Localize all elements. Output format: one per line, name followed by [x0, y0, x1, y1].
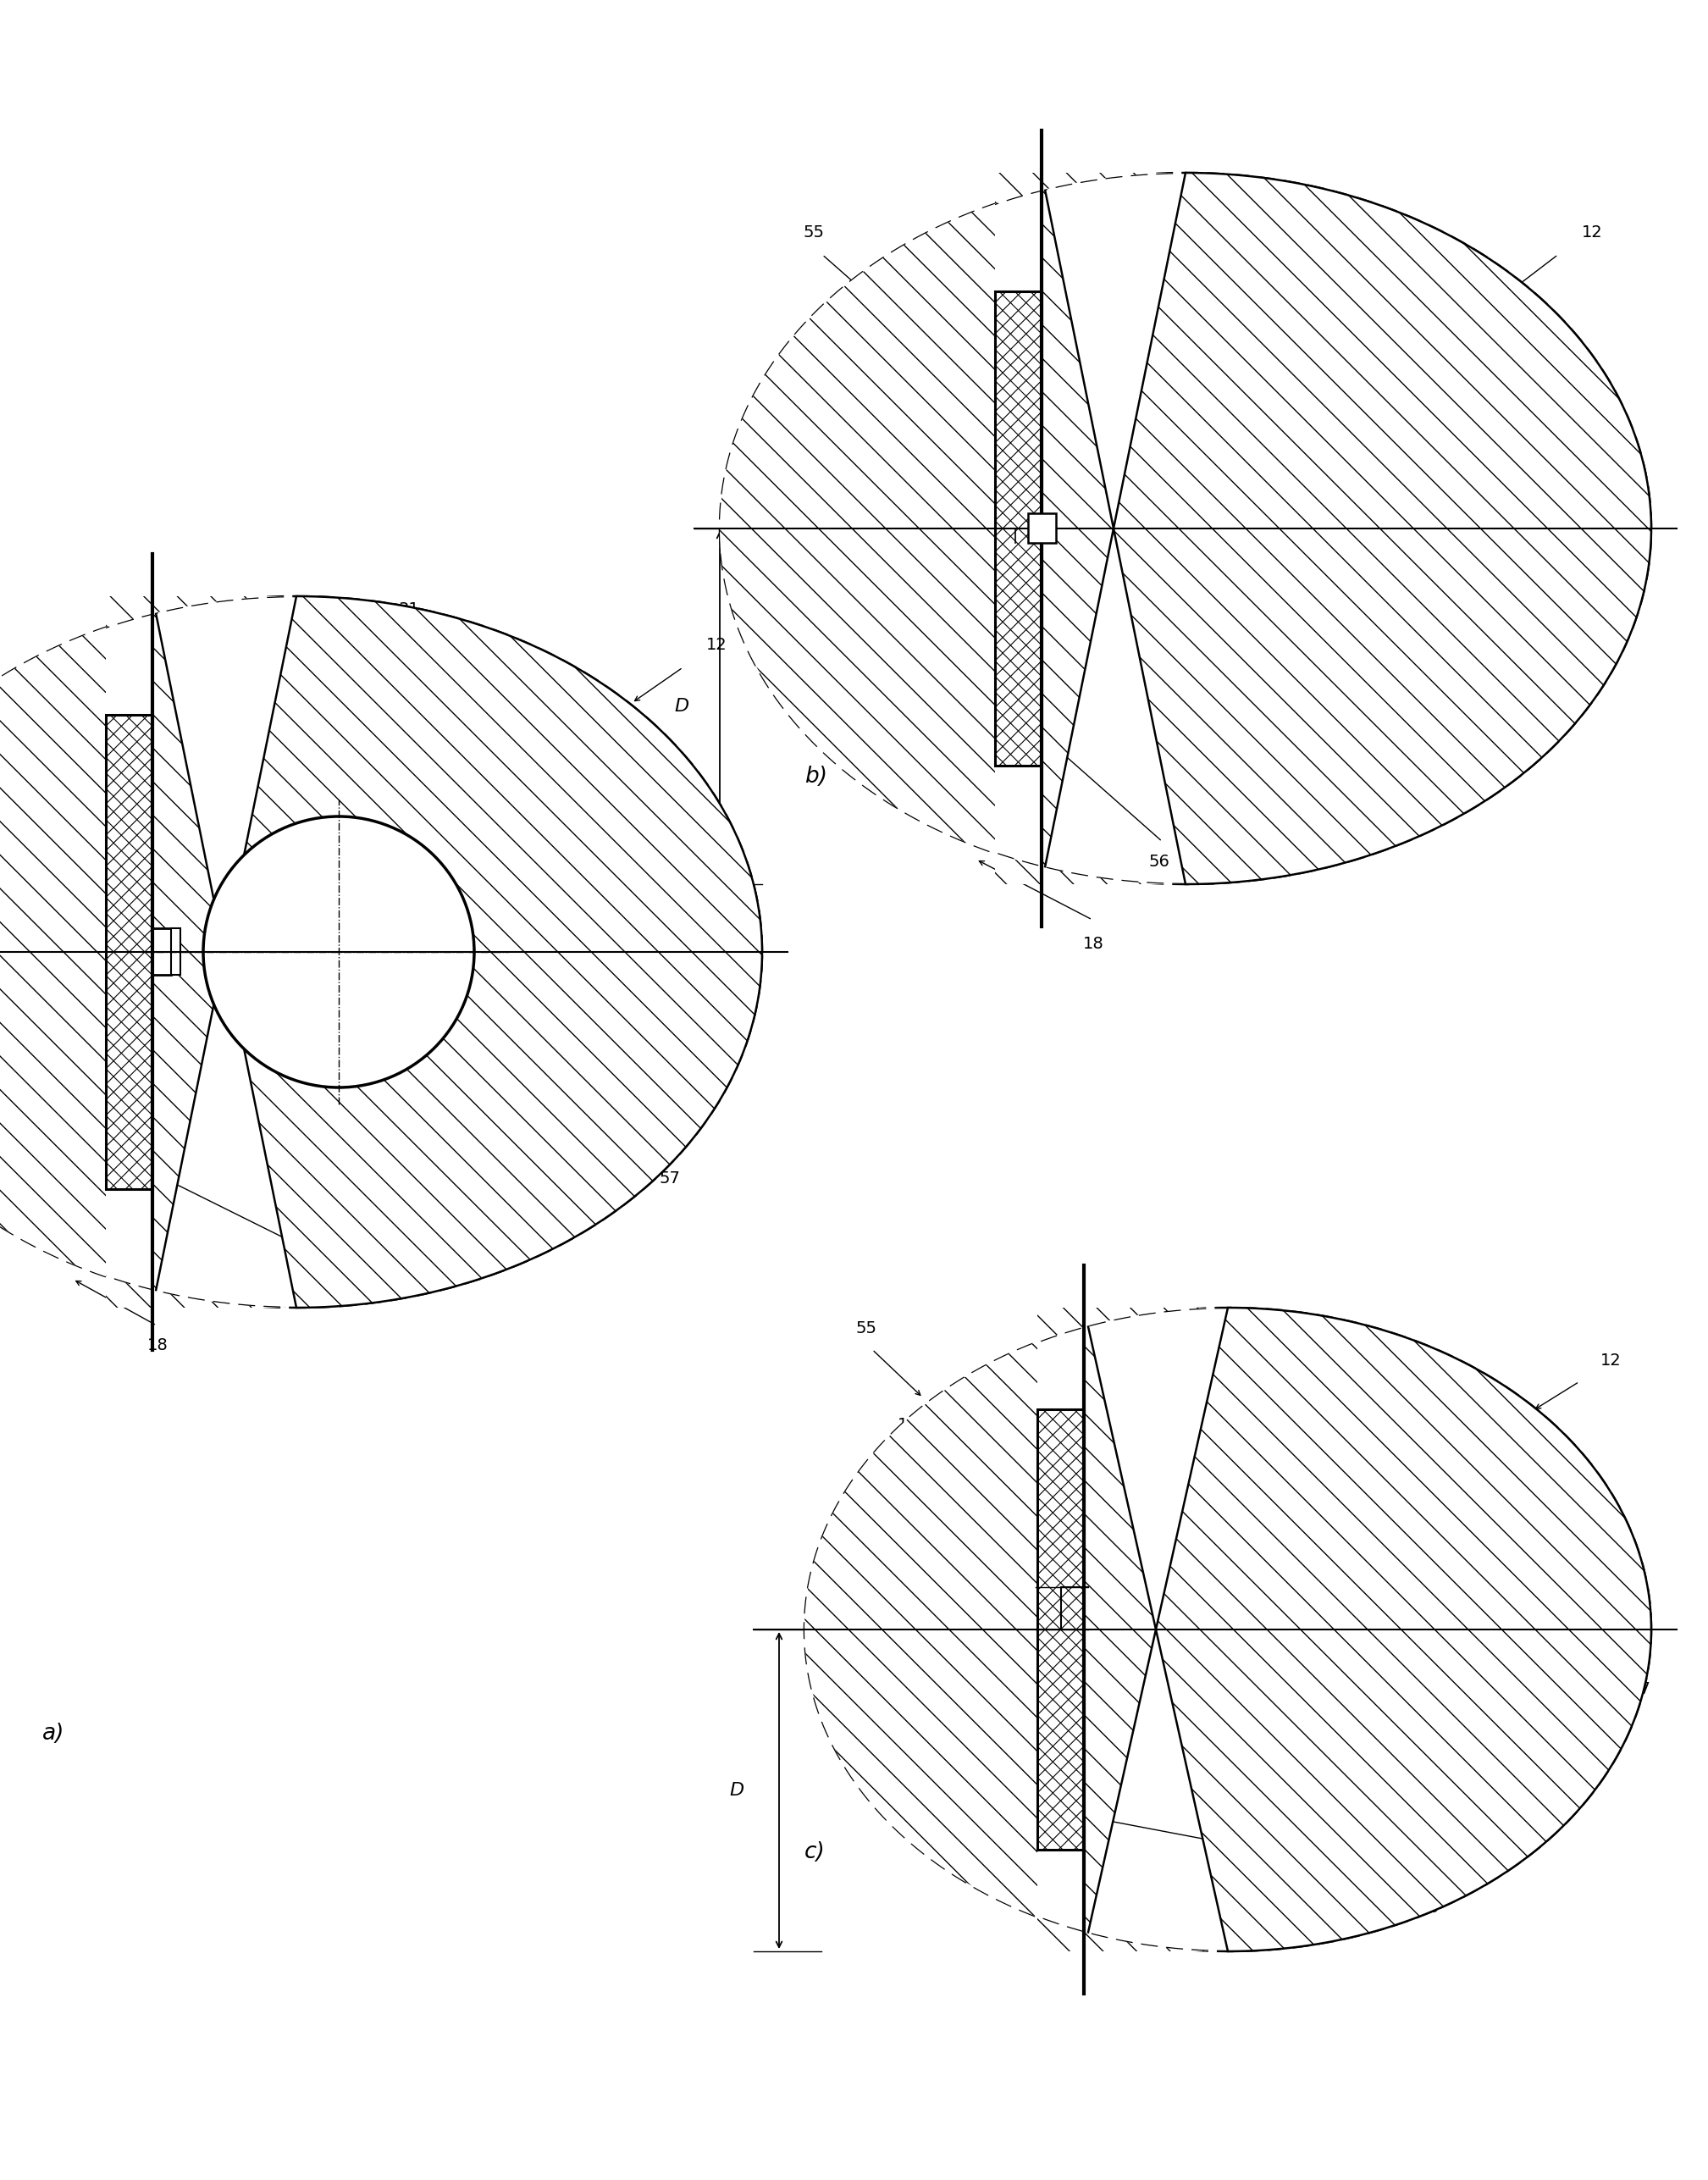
Polygon shape: [1085, 1308, 1652, 1951]
Text: D: D: [675, 698, 688, 715]
Text: 19: 19: [898, 1417, 919, 1432]
Text: D: D: [729, 1781, 745, 1799]
Circle shape: [203, 818, 475, 1088]
Polygon shape: [152, 597, 762, 1308]
Text: 55: 55: [804, 225, 825, 240]
Text: a): a): [43, 1722, 65, 1744]
Polygon shape: [996, 292, 1042, 765]
Bar: [1028, 514, 1056, 543]
Text: 12: 12: [1582, 225, 1602, 240]
Text: 25: 25: [898, 1504, 919, 1519]
Text: 12: 12: [1600, 1354, 1621, 1369]
Text: 31: 31: [400, 602, 420, 617]
Text: 57: 57: [1629, 1681, 1652, 1698]
Text: 36: 36: [856, 1570, 876, 1585]
Text: 19: 19: [851, 320, 871, 336]
Text: 56: 56: [319, 1267, 340, 1282]
Text: 30: 30: [600, 719, 620, 735]
Text: 33: 33: [822, 558, 844, 576]
Text: 18: 18: [147, 1339, 169, 1354]
Bar: [152, 929, 171, 974]
Text: 57: 57: [1520, 711, 1542, 728]
Text: 35: 35: [881, 1698, 902, 1713]
Text: 32: 32: [1520, 366, 1542, 381]
Text: 56: 56: [1148, 855, 1170, 870]
Text: 18: 18: [1083, 935, 1103, 953]
Text: b): b): [804, 765, 827, 787]
Text: Fig. 2: Fig. 2: [1443, 344, 1520, 373]
Polygon shape: [1042, 172, 1652, 885]
Polygon shape: [804, 1308, 1228, 1951]
Polygon shape: [719, 172, 1185, 885]
Text: 57: 57: [659, 1171, 681, 1186]
Text: 12: 12: [705, 637, 728, 654]
Polygon shape: [106, 715, 152, 1188]
Text: 56: 56: [1279, 1857, 1300, 1875]
Text: 18: 18: [1418, 1901, 1440, 1916]
Text: c): c): [804, 1842, 825, 1864]
Polygon shape: [0, 597, 297, 1308]
Text: 55: 55: [856, 1321, 876, 1336]
Polygon shape: [1037, 1408, 1085, 1849]
Text: 34: 34: [897, 665, 917, 682]
Bar: [171, 929, 181, 974]
Text: 25: 25: [851, 416, 871, 432]
